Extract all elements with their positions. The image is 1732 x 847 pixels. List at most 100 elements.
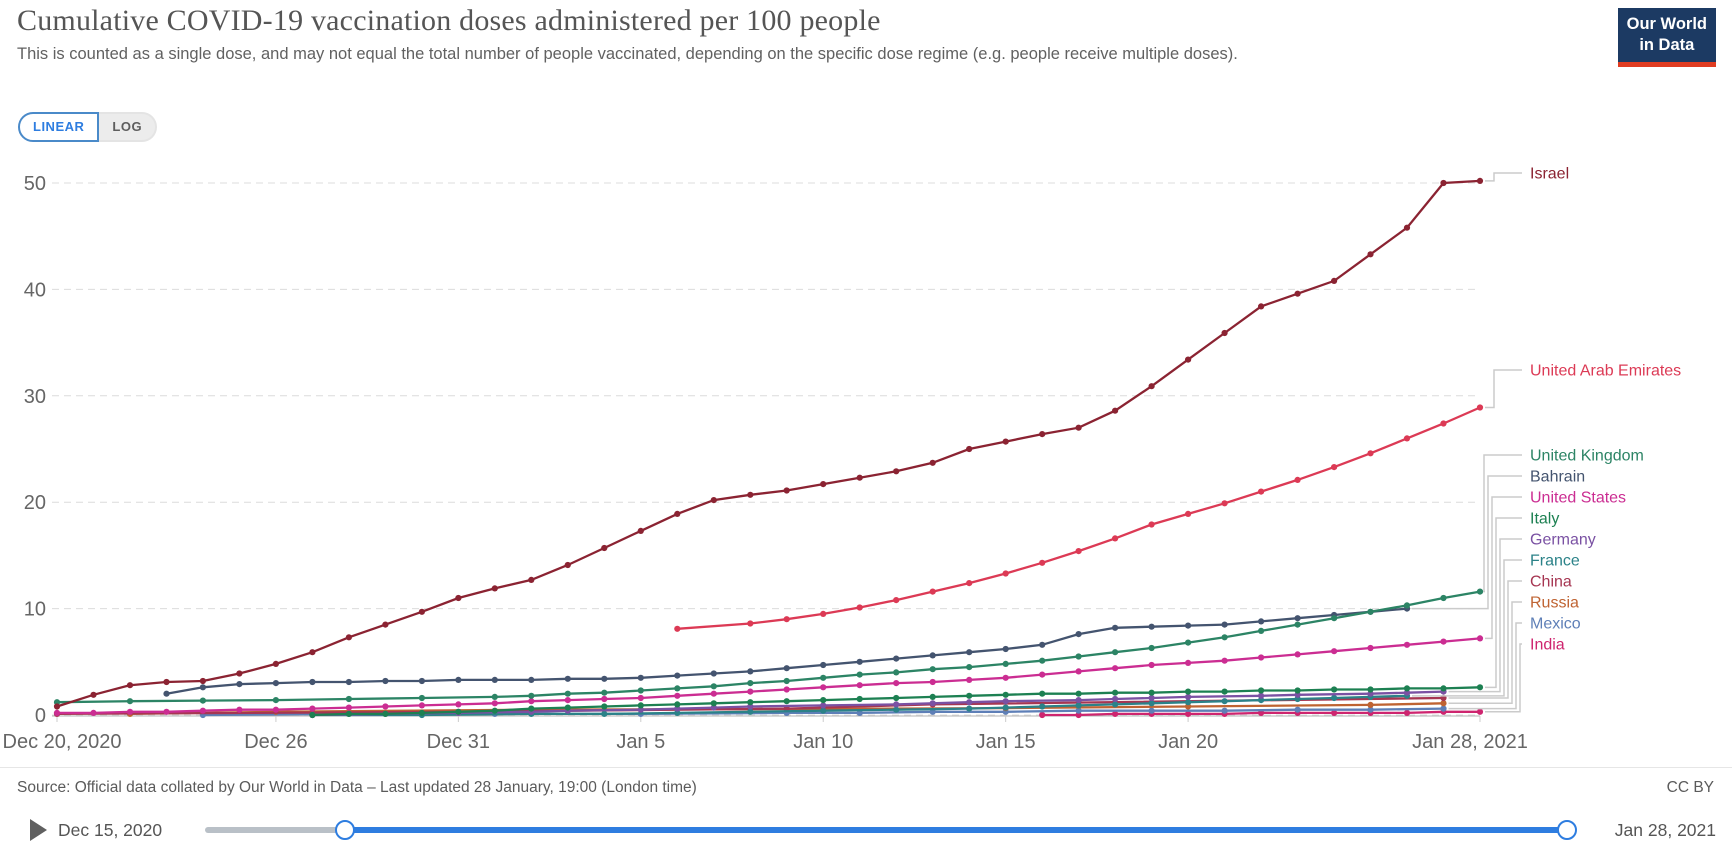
data-point-united-kingdom [491,693,498,701]
linear-button[interactable]: LINEAR [18,112,100,142]
entity-label-france[interactable]: France [1530,553,1580,570]
data-point-israel [1112,407,1119,414]
entity-label-india[interactable]: India [1530,637,1565,654]
series-united-arab-emirates: United Arab Emirates [674,363,1681,632]
data-point-united-kingdom [1440,594,1447,602]
data-point-israel [1476,177,1484,184]
data-point-united-kingdom [856,671,863,678]
data-point-united-states [309,705,316,712]
entity-label-germany[interactable]: Germany [1530,532,1596,549]
data-point-united-kingdom [783,677,790,685]
data-point-germany [1075,697,1082,704]
data-point-united-kingdom [53,699,61,706]
data-point-india [1039,711,1046,719]
data-point-bahrain [1148,623,1155,630]
data-point-united-kingdom [1403,602,1411,609]
data-point-israel [710,497,717,504]
data-point-united-states [491,700,498,707]
slider-track-active[interactable] [343,827,1567,833]
data-point-bahrain [309,678,316,686]
data-point-france [674,709,681,717]
entity-label-united-kingdom[interactable]: United Kingdom [1530,448,1644,465]
data-point-italy [856,695,863,703]
data-point-israel [674,510,681,517]
data-point-germany [1002,698,1009,705]
data-point-united-states [1403,641,1411,648]
data-point-israel [528,576,535,584]
series-line-united-arab-emirates[interactable] [677,406,1481,630]
data-point-italy [1440,685,1447,692]
data-point-israel [345,634,352,641]
data-point-germany [1112,695,1119,703]
entity-label-bahrain[interactable]: Bahrain [1530,469,1585,486]
entity-label-israel[interactable]: Israel [1530,166,1569,183]
series-line-united-states[interactable] [57,637,1481,715]
data-point-united-states [418,702,425,709]
data-point-israel [491,585,498,592]
data-point-united-arab-emirates [893,597,900,604]
timeline-slider[interactable] [205,820,1577,840]
series-line-united-kingdom[interactable] [56,590,1481,704]
entity-label-united-arab-emirates[interactable]: United Arab Emirates [1530,363,1681,380]
license-link[interactable]: CC BY [1666,779,1714,796]
data-point-united-arab-emirates [1403,435,1411,442]
timeline-start-label: Dec 15, 2020 [58,820,163,840]
data-point-united-arab-emirates [1294,476,1301,483]
entity-label-united-states[interactable]: United States [1530,490,1626,507]
data-point-italy [637,702,644,709]
data-point-united-kingdom [601,689,608,696]
data-point-united-states [1002,674,1009,681]
scale-toggle: LINEAR LOG [18,112,158,142]
data-point-france [1039,703,1046,710]
data-point-israel [1039,431,1046,438]
data-point-israel [90,691,97,698]
data-point-united-states [126,708,134,715]
data-point-united-states [1221,657,1228,664]
data-point-bahrain [1294,615,1301,622]
data-point-israel [1002,438,1009,445]
series-line-israel[interactable] [56,179,1481,708]
data-point-italy [710,700,717,707]
data-point-united-states [1075,668,1082,675]
owid-logo[interactable]: Our World in Data [1617,8,1716,68]
data-point-united-states [674,692,681,699]
data-point-united-arab-emirates [966,580,973,587]
data-point-france [820,707,827,714]
slider-handle-start[interactable] [335,820,355,840]
data-point-israel [236,670,243,677]
series-germany: Germany [309,532,1596,719]
entity-label-mexico[interactable]: Mexico [1530,616,1581,633]
data-point-germany [747,703,754,710]
series-mexico: Mexico [199,616,1581,719]
data-point-italy [820,697,827,704]
data-point-bahrain [418,677,425,685]
data-point-germany [637,706,644,713]
play-button[interactable] [30,819,47,841]
data-point-india [1185,710,1192,718]
series-israel: Israel [53,166,1569,710]
data-point-united-arab-emirates [1367,450,1374,457]
data-point-bahrain [382,677,389,685]
data-point-united-states [893,680,900,687]
entity-label-italy[interactable]: Italy [1530,511,1559,528]
slider-track-inactive[interactable] [205,827,345,833]
data-point-united-states [236,706,243,713]
chart-title: Cumulative COVID-19 vaccination doses ad… [17,4,881,37]
data-point-united-kingdom [345,695,352,703]
data-point-united-states [1367,644,1374,652]
x-tick-label: Jan 5 [616,731,665,753]
source-text: Source: Official data collated by Our Wo… [17,779,697,796]
data-point-israel [820,481,827,488]
data-point-italy [491,707,498,714]
log-button[interactable]: LOG [99,112,158,142]
data-point-israel [126,682,134,689]
data-point-germany [929,700,936,707]
label-connector-italy [1485,517,1522,689]
x-tick-label: Jan 28, 2021 [1412,731,1528,753]
data-point-france [1331,694,1338,702]
data-point-india [1112,710,1119,718]
slider-handle-end[interactable] [1557,820,1577,840]
entity-label-china[interactable]: China [1530,574,1572,591]
data-point-united-kingdom [564,690,571,697]
entity-label-russia[interactable]: Russia [1530,595,1579,612]
